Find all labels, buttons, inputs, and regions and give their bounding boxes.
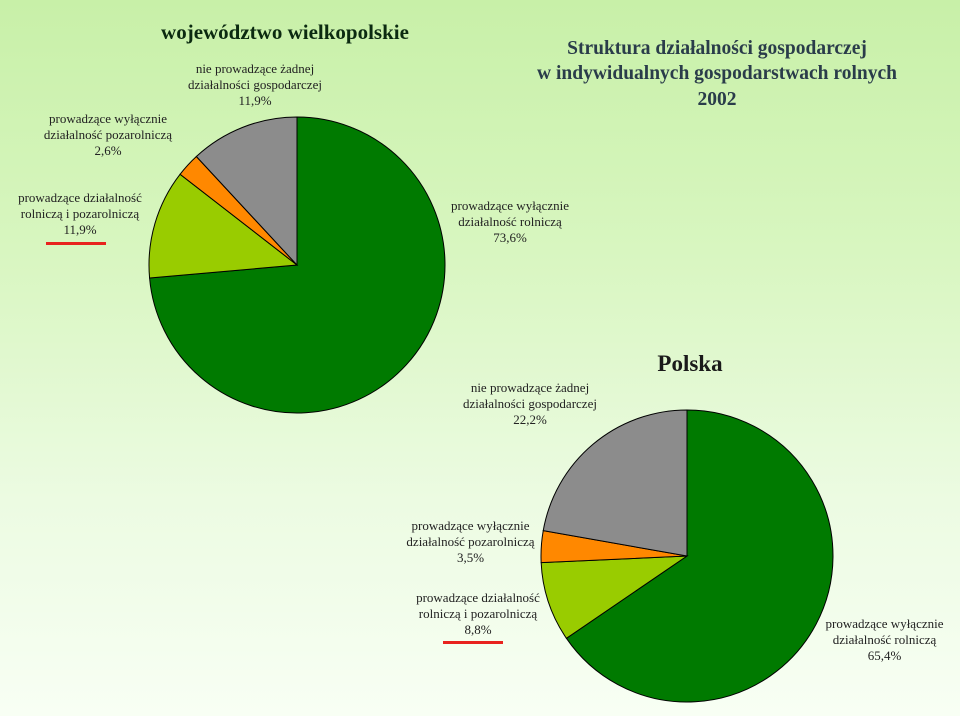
polska-title: Polska — [657, 351, 723, 376]
polska-slice-rolnicza — [565, 409, 834, 703]
polska-underline — [443, 641, 503, 644]
wlkp-slice-nie-prowadzace — [195, 116, 298, 267]
polska-slice-rolnicza-i-pozarolnicza — [540, 555, 689, 640]
wlkp-label-nie-prowadzace: nie prowadzące żadnej działalności gospo… — [188, 61, 322, 108]
polska-label-rolnicza-i-pozarolnicza: prowadzące działalność rolniczą i pozaro… — [416, 590, 540, 637]
polska-slice-nie-prowadzace — [542, 409, 688, 557]
wlkp-underline — [46, 242, 106, 245]
polska-label-rolnicza: prowadzące wyłącznie działalność rolnicz… — [825, 616, 944, 663]
chart-title-line-3: 2002 — [697, 88, 737, 110]
wlkp-slice-rolnicza-i-pozarolnicza — [148, 173, 299, 279]
polska-label-pozarolnicza: prowadzące wyłącznie działalność pozarol… — [406, 518, 535, 565]
wlkp-label-rolnicza: prowadzące wyłącznie działalność rolnicz… — [450, 198, 569, 245]
polska-label-nie-prowadzace: nie prowadzące żadnej działalności gospo… — [463, 380, 597, 427]
wlkp-title: województwo wielkopolskie — [161, 20, 409, 44]
wlkp-label-rolnicza-i-pozarolnicza: prowadzące działalność rolniczą i pozaro… — [18, 190, 142, 237]
chart-title-line-2: w indywidualnych gospodarstwach rolnych — [537, 63, 897, 85]
chart-title: Struktura działalności gospodarczej w in… — [480, 36, 954, 112]
chart-title-line-1: Struktura działalności gospodarczej — [567, 38, 867, 59]
wlkp-label-pozarolnicza: prowadzące wyłącznie działalność pozarol… — [43, 111, 173, 158]
